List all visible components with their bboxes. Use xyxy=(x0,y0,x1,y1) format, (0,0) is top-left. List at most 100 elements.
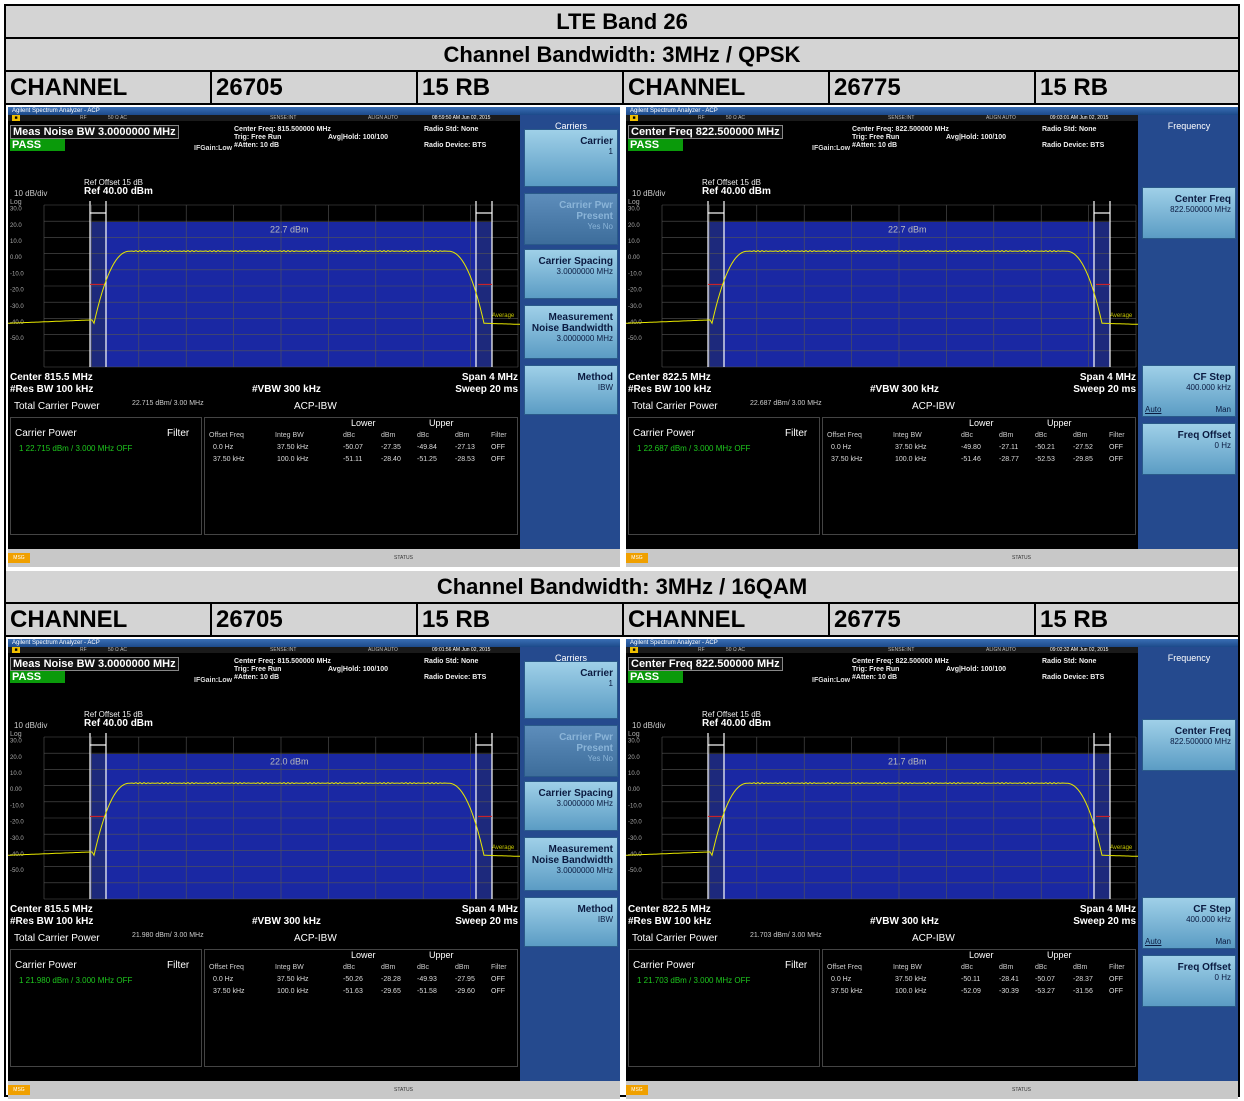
channel-power-marker: 22.7 dBm xyxy=(888,225,927,235)
offset-cell: -28.41 xyxy=(999,976,1019,983)
lower-label: Lower xyxy=(351,950,376,960)
ifgain-label: IFGain:Low xyxy=(812,145,851,152)
status-impedance: 50 Ω AC xyxy=(108,115,128,121)
softkey-value: 822.500000 MHz xyxy=(1170,737,1231,746)
y-tick-label: 30.0 xyxy=(628,739,640,745)
channel-label: CHANNEL xyxy=(6,72,212,103)
window-title: Agilent Spectrum Analyzer - ACP xyxy=(626,107,1238,115)
offset-cell: 37.50 kHz xyxy=(831,456,863,463)
col-filter: Filter xyxy=(491,432,507,439)
offset-cell: 0.0 Hz xyxy=(213,444,234,451)
pass-indicator: PASS xyxy=(628,671,684,683)
carrier-power-box: Carrier Power Filter 1 21.980 dBm / 3.00… xyxy=(10,949,202,1067)
total-carrier-power-label: Total Carrier Power xyxy=(632,933,718,944)
rb-label: 15 RB xyxy=(1036,72,1238,103)
softkey-value: 1 xyxy=(608,679,613,688)
col-filter: Filter xyxy=(491,964,507,971)
offset-band-lower xyxy=(708,754,724,899)
spectrum-plot[interactable]: 30.0 20.0 10.0 0.00 -10.0 -20.0 -30.0 -40.0 -50.… xyxy=(8,731,520,903)
softkey[interactable]: Method IBW xyxy=(524,897,618,947)
status-line: ■ RF 50 Ω AC SENSE:INT ALIGN AUTO 09:03:… xyxy=(626,115,1138,121)
spectrum-plot[interactable]: 30.0 20.0 10.0 0.00 -10.0 -20.0 -30.0 -40.0 -50.… xyxy=(626,731,1138,903)
vbw-readout: #VBW 300 kHz xyxy=(870,384,939,395)
y-tick-label: -30.0 xyxy=(10,836,24,842)
status-sense: SENSE:INT xyxy=(888,647,915,653)
center-readout: Center 815.5 MHz xyxy=(10,372,93,383)
results-panel: Total Carrier Power 22.687 dBm/ 3.00 MHz… xyxy=(626,397,1138,549)
softkey-value: 3.0000000 MHz xyxy=(556,799,613,808)
channel-row-16qam: CHANNEL 26705 15 RB CHANNEL 26775 15 RB xyxy=(6,604,1238,637)
y-tick-label: -30.0 xyxy=(628,836,642,842)
offset-cell: -49.84 xyxy=(417,444,437,451)
ref-level: Ref 40.00 dBm xyxy=(702,718,771,729)
softkey-value: 400.000 kHz xyxy=(1186,383,1231,392)
y-tick-label: -20.0 xyxy=(10,288,24,294)
softkey-value: IBW xyxy=(597,383,613,392)
scale-per-div: 10 dB/div xyxy=(632,721,666,730)
offset-cell: -51.11 xyxy=(343,456,363,463)
avg-hold-info: Avg|Hold: 100/100 xyxy=(946,134,1007,141)
softkey[interactable]: Carrier Pwr Present Yes No xyxy=(524,725,618,777)
offset-cell: OFF xyxy=(491,444,505,451)
spectrum-plot[interactable]: 30.0 20.0 10.0 0.00 -10.0 -20.0 -30.0 -40.0 -50.… xyxy=(626,199,1138,371)
softkey[interactable]: Carrier Spacing 3.0000000 MHz xyxy=(524,781,618,831)
softkey[interactable]: Freq Offset 0 Hz xyxy=(1142,955,1236,1007)
menu-title: Carriers xyxy=(554,121,587,131)
softkey-value: 3.0000000 MHz xyxy=(556,866,613,875)
status-sense: SENSE:INT xyxy=(888,115,915,121)
softkey[interactable]: Carrier Pwr Present Yes No xyxy=(524,193,618,245)
carrier-power-label: Carrier Power xyxy=(633,960,695,971)
scale-per-div: 10 dB/div xyxy=(14,189,48,198)
trigger-info: Trig: Free Run xyxy=(234,666,282,673)
status-rf: RF xyxy=(698,115,705,121)
softkey-value: 822.500000 MHz xyxy=(1170,205,1231,214)
radio-std-info: Radio Std: None xyxy=(1042,658,1097,665)
channel-label: CHANNEL xyxy=(624,604,830,635)
status-line: ■ RF 50 Ω AC SENSE:INT ALIGN AUTO 08:59:… xyxy=(8,115,520,121)
center-readout: Center 815.5 MHz xyxy=(10,904,93,915)
softkey[interactable]: Measurement Noise Bandwidth 3.0000000 MHz xyxy=(524,305,618,359)
softkey-panel: Carriers Carrier 1 Carrier Pwr Present Yes … xyxy=(520,647,620,1081)
y-tick-label: -50.0 xyxy=(10,336,24,342)
menu-title: Frequency xyxy=(1167,653,1211,663)
y-tick-label: -30.0 xyxy=(10,304,24,310)
res-bw-readout: #Res BW 100 kHz xyxy=(628,384,712,395)
offset-cell: OFF xyxy=(1109,444,1123,451)
offset-cell: -31.56 xyxy=(1073,988,1093,995)
avg-hold-info: Avg|Hold: 100/100 xyxy=(328,666,389,673)
y-tick-label: 0.00 xyxy=(10,787,22,793)
offset-cell: -28.77 xyxy=(999,456,1019,463)
pass-indicator: PASS xyxy=(628,139,684,151)
softkey[interactable]: Measurement Noise Bandwidth 3.0000000 MHz xyxy=(524,837,618,891)
softkey-label: Method xyxy=(577,904,613,915)
softkey[interactable]: CF Step 400.000 kHz Auto Man xyxy=(1142,365,1236,417)
offset-cell: -27.35 xyxy=(381,444,401,451)
report-table: LTE Band 26 Channel Bandwidth: 3MHz / QP… xyxy=(4,4,1240,1099)
status-sense: SENSE:INT xyxy=(270,647,297,653)
status-align: ALIGN AUTO xyxy=(986,115,1016,121)
softkey[interactable]: CF Step 400.000 kHz Auto Man xyxy=(1142,897,1236,949)
y-tick-label: 20.0 xyxy=(10,223,22,229)
softkey[interactable]: Freq Offset 0 Hz xyxy=(1142,423,1236,475)
ref-level: Ref 40.00 dBm xyxy=(702,186,771,197)
softkey[interactable]: Method IBW xyxy=(524,365,618,415)
softkey[interactable]: Center Freq 822.500000 MHz xyxy=(1142,187,1236,239)
atten-info: #Atten: 10 dB xyxy=(852,674,898,681)
menu-title: Carriers xyxy=(554,653,587,663)
ref-offset: Ref Offset 15 dB xyxy=(702,178,761,187)
offset-table: Lower Upper Offset Freq Integ BW dBc dBm… xyxy=(204,949,518,1067)
page-title: LTE Band 26 xyxy=(6,6,1238,39)
softkey[interactable]: Carrier 1 xyxy=(524,661,618,719)
softkey[interactable]: Center Freq 822.500000 MHz xyxy=(1142,719,1236,771)
offset-cell: -53.27 xyxy=(1035,988,1055,995)
spectrum-plot[interactable]: 30.0 20.0 10.0 0.00 -10.0 -20.0 -30.0 -40.0 -50.… xyxy=(8,199,520,371)
cf-auto-label: Auto xyxy=(1145,405,1162,414)
softkey[interactable]: Carrier Spacing 3.0000000 MHz xyxy=(524,249,618,299)
carrier-row: 1 22.687 dBm / 3.000 MHz OFF xyxy=(637,444,751,453)
softkey-value: 0 Hz xyxy=(1214,441,1231,450)
offset-cell: -49.80 xyxy=(961,444,981,451)
analyzer-screen: Agilent Spectrum Analyzer - ACP ■ RF 50 … xyxy=(8,639,620,1099)
upper-label: Upper xyxy=(429,418,454,428)
softkey[interactable]: Carrier 1 xyxy=(524,129,618,187)
status-indicator: STATUS xyxy=(394,1087,413,1093)
